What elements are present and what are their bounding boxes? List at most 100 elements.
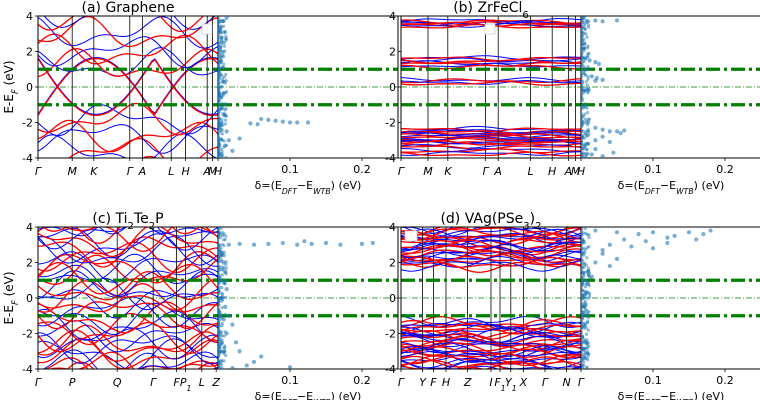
scatter-point bbox=[581, 347, 583, 352]
scatter-point bbox=[586, 91, 590, 95]
scatter-point bbox=[220, 41, 224, 45]
scatter-point bbox=[585, 256, 589, 260]
scatter-point bbox=[587, 344, 591, 348]
scatter-point bbox=[219, 45, 223, 49]
scatter-point bbox=[259, 354, 264, 359]
scatter-point bbox=[581, 230, 583, 234]
scatter-point bbox=[218, 348, 220, 352]
scatter-point bbox=[618, 131, 623, 136]
band-line-wtb bbox=[38, 227, 218, 258]
kpath-label: H bbox=[181, 165, 189, 178]
band-line-dft bbox=[38, 328, 218, 360]
band-line-wtb bbox=[401, 148, 581, 154]
scatter-point bbox=[583, 117, 588, 121]
scatter-point bbox=[223, 44, 227, 48]
scatter-point bbox=[219, 361, 223, 365]
scatter-point bbox=[694, 237, 699, 242]
scatter-point bbox=[581, 140, 583, 144]
scatter-point bbox=[218, 43, 220, 47]
scatter-point bbox=[581, 266, 585, 270]
scatter-point bbox=[224, 129, 229, 134]
scatter-point bbox=[219, 249, 223, 254]
scatter-point bbox=[220, 154, 224, 158]
scatter-point bbox=[584, 156, 588, 158]
kpath-label: F bbox=[430, 376, 437, 389]
band-line-dft bbox=[38, 352, 170, 369]
scatter-point bbox=[223, 81, 227, 85]
scatter-point bbox=[581, 119, 583, 123]
scatter-point bbox=[218, 313, 223, 317]
band-line-wtb bbox=[38, 283, 218, 313]
scatter-point bbox=[338, 242, 343, 247]
scatter-xlabel: δ=(EDFT−EWTB) (eV) bbox=[255, 390, 362, 400]
scatter-point bbox=[224, 107, 228, 111]
scatter-point bbox=[218, 309, 221, 313]
band-line-wtb bbox=[38, 324, 218, 356]
scatter-point bbox=[225, 114, 229, 118]
kpath-label: Γ bbox=[35, 376, 42, 389]
scatter-point bbox=[607, 129, 612, 134]
scatter-point bbox=[251, 359, 257, 364]
scatter-point bbox=[218, 259, 220, 263]
scatter-point bbox=[583, 293, 588, 297]
scatter-point bbox=[218, 326, 220, 330]
scatter-point bbox=[221, 231, 225, 235]
scatter-point bbox=[218, 241, 220, 245]
scatter-points bbox=[581, 227, 713, 369]
scatter-point bbox=[226, 242, 231, 247]
legend-box bbox=[201, 23, 213, 35]
scatter-point bbox=[581, 18, 583, 23]
scatter-point bbox=[219, 331, 223, 335]
scatter-point bbox=[583, 251, 587, 255]
scatter-point bbox=[218, 16, 220, 19]
kpath-label: Γ bbox=[398, 376, 405, 389]
scatter-point bbox=[218, 354, 220, 358]
scatter-point bbox=[218, 102, 220, 106]
kpath-label: N bbox=[562, 376, 570, 389]
scatter-point bbox=[581, 114, 585, 118]
kpath-label: Γ bbox=[127, 165, 134, 178]
scatter-point bbox=[222, 334, 226, 338]
kpath-label: H bbox=[577, 165, 585, 178]
scatter-point bbox=[251, 242, 257, 247]
scatter-point bbox=[244, 363, 249, 368]
band-line-dft bbox=[401, 129, 581, 134]
scatter-point bbox=[622, 237, 627, 242]
scatter-point bbox=[581, 73, 583, 78]
scatter-point bbox=[220, 291, 224, 295]
scatter-point bbox=[218, 364, 220, 369]
scatter-point bbox=[593, 18, 598, 23]
scatter-point bbox=[701, 232, 706, 237]
scatter-point bbox=[218, 329, 220, 334]
scatter-point bbox=[273, 118, 278, 123]
scatter-point bbox=[223, 118, 228, 122]
scatter-point bbox=[586, 75, 590, 79]
scatter-point bbox=[224, 272, 228, 276]
band-line-wtb bbox=[401, 56, 581, 62]
scatter-point bbox=[581, 240, 583, 244]
scatter-point bbox=[218, 85, 221, 90]
scatter-point bbox=[600, 154, 605, 158]
x-tick-label: 0.2 bbox=[353, 163, 371, 176]
scatter-point bbox=[237, 136, 242, 141]
scatter-point bbox=[219, 147, 224, 151]
scatter-point bbox=[219, 246, 223, 250]
scatter-point bbox=[266, 117, 271, 122]
scatter-point bbox=[222, 359, 226, 363]
scatter-point bbox=[218, 251, 221, 255]
x-tick-label: 0.2 bbox=[716, 374, 734, 387]
band-line-dft bbox=[38, 289, 218, 319]
band-line-dft bbox=[38, 264, 218, 297]
scatter-point bbox=[218, 265, 221, 269]
scatter-point bbox=[586, 129, 590, 133]
scatter-point bbox=[588, 292, 592, 296]
scatter-point bbox=[218, 152, 222, 156]
scatter-xlabel: δ=(EDFT−EWTB) (eV) bbox=[618, 179, 725, 196]
scatter-point bbox=[218, 316, 221, 320]
scatter-point bbox=[218, 137, 220, 142]
scatter-point bbox=[600, 19, 605, 24]
scatter-point bbox=[585, 148, 589, 152]
kpath-label: M bbox=[423, 165, 433, 178]
kpath-label: A bbox=[202, 165, 211, 178]
scatter-point bbox=[220, 242, 224, 247]
